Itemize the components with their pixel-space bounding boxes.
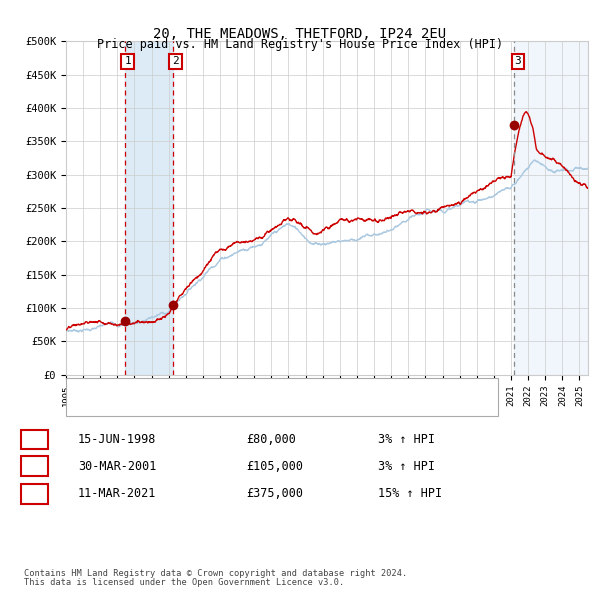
Text: 11-MAR-2021: 11-MAR-2021 — [78, 487, 157, 500]
Text: 1: 1 — [124, 56, 131, 66]
Text: 3% ↑ HPI: 3% ↑ HPI — [378, 460, 435, 473]
Text: £105,000: £105,000 — [246, 460, 303, 473]
Text: 3: 3 — [31, 487, 38, 500]
Text: 20, THE MEADOWS, THETFORD, IP24 2EU (detached house): 20, THE MEADOWS, THETFORD, IP24 2EU (det… — [117, 384, 442, 394]
Text: 2: 2 — [31, 460, 38, 473]
Text: 15% ↑ HPI: 15% ↑ HPI — [378, 487, 442, 500]
Text: 20, THE MEADOWS, THETFORD, IP24 2EU: 20, THE MEADOWS, THETFORD, IP24 2EU — [154, 27, 446, 41]
Text: £80,000: £80,000 — [246, 433, 296, 446]
Text: 3: 3 — [514, 56, 521, 66]
Text: 3% ↑ HPI: 3% ↑ HPI — [378, 433, 435, 446]
Text: Price paid vs. HM Land Registry's House Price Index (HPI): Price paid vs. HM Land Registry's House … — [97, 38, 503, 51]
Text: 30-MAR-2001: 30-MAR-2001 — [78, 460, 157, 473]
Text: 2: 2 — [172, 56, 179, 66]
Text: Contains HM Land Registry data © Crown copyright and database right 2024.: Contains HM Land Registry data © Crown c… — [24, 569, 407, 578]
Text: £375,000: £375,000 — [246, 487, 303, 500]
Text: 1: 1 — [31, 433, 38, 446]
Bar — [125, 41, 173, 375]
Text: HPI: Average price, detached house, Breckland: HPI: Average price, detached house, Brec… — [117, 400, 398, 410]
Bar — [514, 41, 588, 375]
Text: 15-JUN-1998: 15-JUN-1998 — [78, 433, 157, 446]
Text: This data is licensed under the Open Government Licence v3.0.: This data is licensed under the Open Gov… — [24, 578, 344, 588]
